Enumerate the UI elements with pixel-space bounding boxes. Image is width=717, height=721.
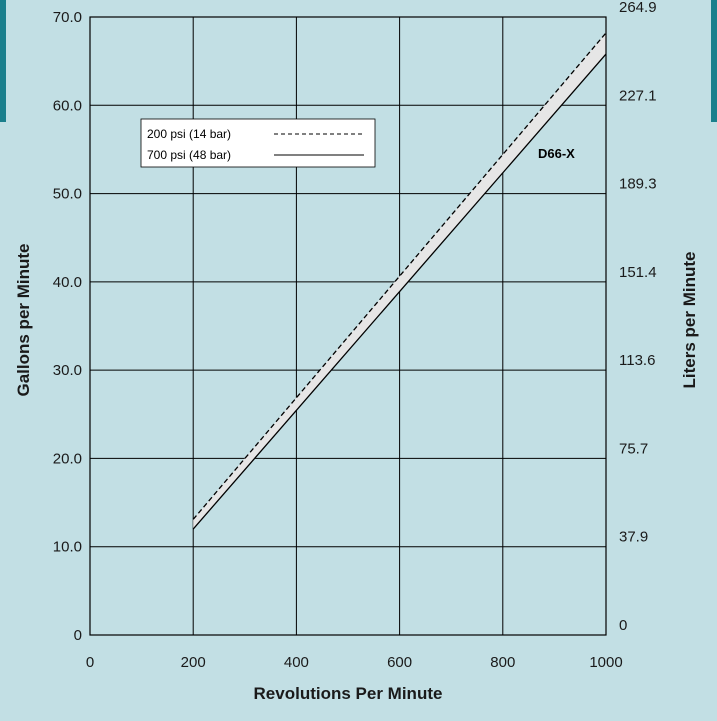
y2-axis-title: Liters per Minute (680, 252, 699, 389)
accent-edge-left (0, 0, 6, 122)
y-tick-label-0: 0 (74, 627, 82, 644)
legend-label-700psi: 700 psi (48 bar) (147, 148, 231, 162)
legend: 200 psi (14 bar) 700 psi (48 bar) (140, 118, 376, 168)
y2-tick-label-5: 189.3 (619, 176, 657, 193)
series-lines (192, 32, 607, 530)
x-tick-label-4: 800 (490, 654, 515, 671)
y2-tick-label-4: 151.4 (619, 264, 657, 281)
accent-edge-right (711, 0, 717, 122)
plot-frame (89, 16, 607, 636)
y2-tick-labels: 0 37.9 75.7 113.6 151.4 189.3 227.1 264.9 (619, 0, 657, 634)
y2-tick-label-6: 227.1 (619, 87, 657, 104)
y2-tick-label-3: 113.6 (619, 352, 655, 369)
y-tick-label-4: 40.0 (53, 274, 82, 291)
x-tick-label-0: 0 (86, 654, 94, 671)
x-tick-label-5: 1000 (589, 654, 622, 671)
x-tick-labels: 0 200 400 600 800 1000 (86, 654, 623, 671)
y2-tick-label-2: 75.7 (619, 440, 648, 457)
x-axis-title: Revolutions Per Minute (254, 684, 443, 703)
y-tick-label-7: 70.0 (53, 9, 82, 26)
y-tick-label-2: 20.0 (53, 450, 82, 467)
series-annotation: D66-X (538, 146, 575, 161)
y-tick-label-1: 10.0 (53, 539, 82, 556)
x-tick-label-1: 200 (181, 654, 206, 671)
y-tick-label-6: 60.0 (53, 97, 82, 114)
legend-label-200psi: 200 psi (14 bar) (147, 127, 231, 141)
x-tick-label-2: 400 (284, 654, 309, 671)
series-line-0 (192, 32, 607, 520)
pressure-range-band (193, 32, 606, 530)
y-tick-label-3: 30.0 (53, 362, 82, 379)
x-tick-label-3: 600 (387, 654, 412, 671)
legend-box (140, 118, 376, 168)
y-axis-title: Gallons per Minute (14, 243, 33, 396)
grid (89, 16, 607, 636)
y2-tick-label-7: 264.9 (619, 0, 657, 16)
y2-tick-label-0: 0 (619, 617, 627, 634)
y-tick-labels: 0 10.0 20.0 30.0 40.0 50.0 60.0 70.0 (53, 9, 82, 644)
y2-tick-label-1: 37.9 (619, 529, 648, 546)
series-line-1 (192, 53, 607, 530)
y-tick-label-5: 50.0 (53, 186, 82, 203)
